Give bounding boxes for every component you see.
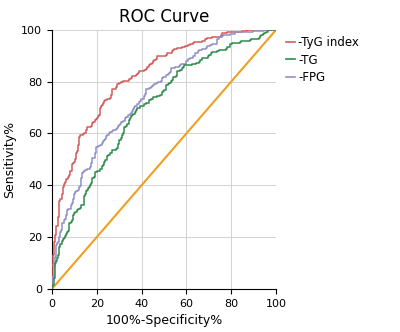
Legend: -TyG index, -TG, -FPG: -TyG index, -TG, -FPG xyxy=(286,36,359,84)
X-axis label: 100%-Specificity%: 100%-Specificity% xyxy=(105,314,223,327)
Y-axis label: Sensitivity%: Sensitivity% xyxy=(3,121,16,198)
Title: ROC Curve: ROC Curve xyxy=(119,8,209,26)
